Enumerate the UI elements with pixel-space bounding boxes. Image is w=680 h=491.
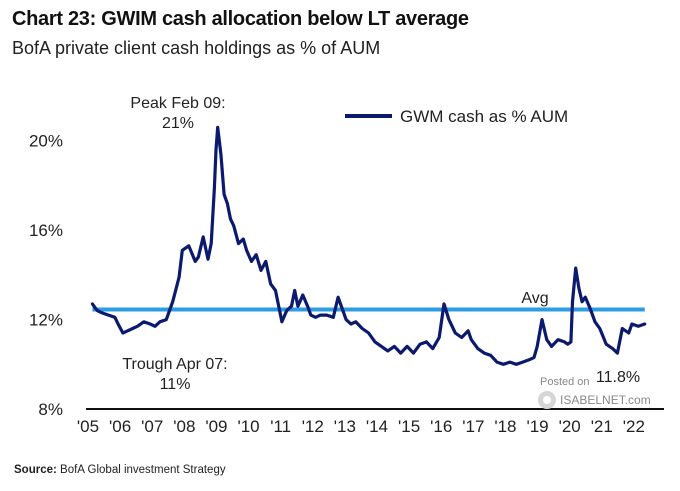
x-tick-label: '17 bbox=[462, 417, 484, 436]
series-layer bbox=[90, 125, 647, 366]
x-tick-label: '12 bbox=[302, 417, 324, 436]
x-axis-ticks: '05 '06 '07 '08 '09 '10 '11 '12 '13 '14 '15 '16 '17 '… bbox=[77, 417, 645, 436]
annotation-trough-line: 11% bbox=[160, 376, 191, 393]
annotation-latest-line: 11.8% bbox=[596, 369, 640, 386]
y-tick-label: 16% bbox=[29, 221, 63, 240]
x-tick-label: '22 bbox=[623, 417, 645, 436]
chart-subtitle: BofA private client cash holdings as % o… bbox=[12, 38, 381, 58]
source-note: Source: BofA Global investment Strategy bbox=[14, 464, 226, 476]
source-label: Source: bbox=[14, 464, 57, 476]
x-tick-label: '05 bbox=[77, 417, 99, 436]
y-axis-ticks: 8% 12% 16% 20% bbox=[29, 132, 63, 419]
x-tick-label: '11 bbox=[270, 417, 291, 436]
watermark-logo-inner bbox=[543, 396, 551, 404]
annotation-trough-line: Trough Apr 07: bbox=[122, 356, 227, 373]
y-tick-label: 20% bbox=[29, 132, 63, 151]
x-tick-label: '14 bbox=[366, 417, 388, 436]
watermark: Posted on ISABELNET.com bbox=[538, 376, 651, 409]
series-line-gwm-cash bbox=[90, 125, 647, 366]
source-text: BofA Global investment Strategy bbox=[60, 464, 226, 476]
watermark-line1: Posted on bbox=[540, 376, 590, 388]
x-tick-label: '13 bbox=[334, 417, 356, 436]
x-tick-label: '07 bbox=[141, 417, 163, 436]
x-tick-label: '21 bbox=[591, 417, 613, 436]
x-tick-label: '20 bbox=[559, 417, 581, 436]
chart-title: Chart 23: GWIM cash allocation below LT … bbox=[12, 8, 469, 30]
annotation-peak-line: 21% bbox=[162, 115, 194, 132]
x-tick-label: '18 bbox=[494, 417, 516, 436]
annotations: Peak Feb 09: 21% Trough Apr 07: 11% Avg 11.8% bbox=[122, 95, 640, 393]
y-tick-label: 8% bbox=[38, 400, 63, 419]
annotation-peak-line: Peak Feb 09: bbox=[130, 95, 225, 112]
x-tick-label: '08 bbox=[173, 417, 195, 436]
annotation-avg-line: Avg bbox=[521, 290, 548, 307]
watermark-line2: ISABELNET.com bbox=[560, 393, 651, 407]
x-tick-label: '10 bbox=[237, 417, 259, 436]
legend: GWM cash as % AUM bbox=[345, 107, 568, 126]
x-tick-label: '16 bbox=[430, 417, 452, 436]
y-tick-label: 12% bbox=[29, 311, 63, 330]
x-tick-label: '15 bbox=[398, 417, 420, 436]
legend-label: GWM cash as % AUM bbox=[400, 107, 568, 126]
x-tick-label: '19 bbox=[526, 417, 548, 436]
x-tick-label: '09 bbox=[205, 417, 227, 436]
x-tick-label: '06 bbox=[109, 417, 131, 436]
